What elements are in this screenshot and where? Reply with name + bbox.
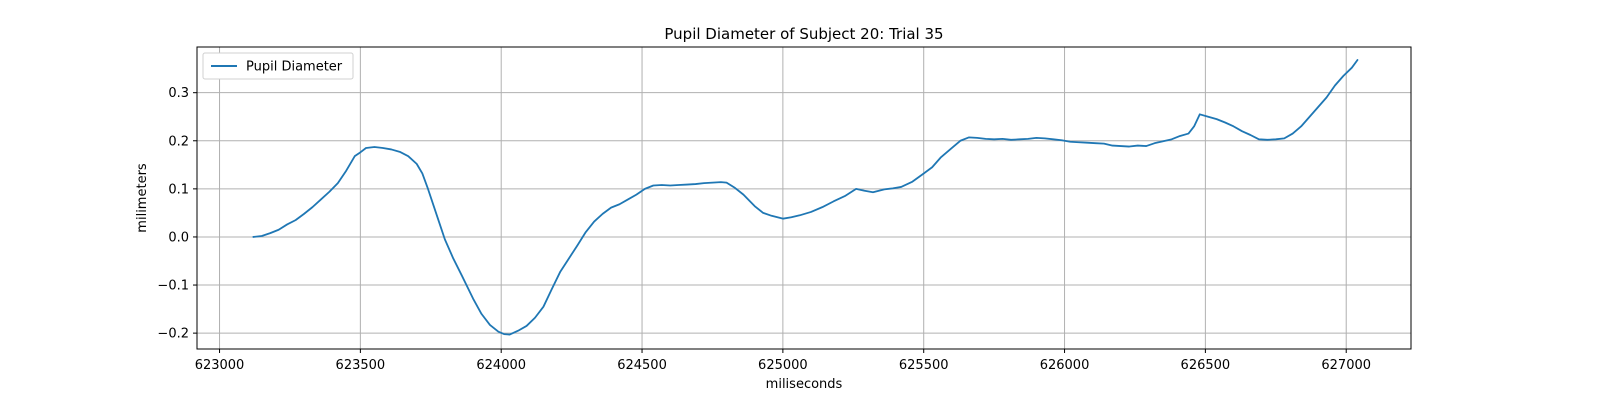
chart-title: Pupil Diameter of Subject 20: Trial 35 xyxy=(664,25,943,43)
y-tick-label: 0.3 xyxy=(168,86,189,101)
x-tick-label: 623000 xyxy=(195,358,245,373)
x-tick-label: 624500 xyxy=(617,358,667,373)
x-tick-label: 627000 xyxy=(1321,358,1371,373)
y-tick-label: −0.1 xyxy=(157,279,189,294)
series-layer xyxy=(252,59,1359,336)
x-tick-label: 625000 xyxy=(758,358,808,373)
x-tick-label: 624000 xyxy=(476,358,526,373)
y-tick-label: −0.2 xyxy=(157,327,189,342)
legend-label-pupil-diameter: Pupil Diameter xyxy=(246,60,343,75)
y-tick-label: 0.2 xyxy=(168,134,189,149)
y-axis-label: milimeters xyxy=(135,163,150,233)
legend-box xyxy=(202,52,354,80)
ticks-layer: 623000 623500 624000 624500 625000 625500 6260… xyxy=(157,86,1371,373)
x-tick-label: 626000 xyxy=(1040,358,1090,373)
x-axis-label: miliseconds xyxy=(766,377,843,392)
series-line-pupil-diameter xyxy=(252,59,1359,336)
x-tick-label: 623500 xyxy=(336,358,386,373)
grid-layer xyxy=(197,47,1411,349)
plot-frame xyxy=(196,46,1412,350)
x-tick-label: 626500 xyxy=(1181,358,1231,373)
x-tick-label: 625500 xyxy=(899,358,949,373)
y-tick-label: 0.1 xyxy=(168,182,189,197)
y-tick-label: 0.0 xyxy=(168,230,189,245)
legend: Pupil Diameter xyxy=(202,52,354,80)
